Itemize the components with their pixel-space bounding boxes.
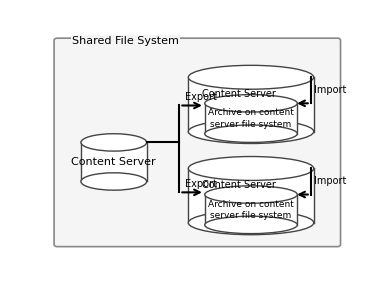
Text: Export: Export: [186, 92, 217, 102]
Ellipse shape: [188, 65, 314, 89]
Text: Import: Import: [314, 85, 346, 95]
Text: Shared File System: Shared File System: [72, 36, 179, 47]
Text: Export: Export: [186, 179, 217, 189]
Ellipse shape: [81, 173, 147, 190]
Text: Import: Import: [314, 177, 346, 186]
Text: Content Server: Content Server: [202, 180, 276, 190]
Polygon shape: [205, 195, 297, 225]
Text: Archive on content
server file system: Archive on content server file system: [208, 109, 294, 129]
Ellipse shape: [205, 186, 297, 203]
Ellipse shape: [188, 157, 314, 180]
Polygon shape: [188, 168, 314, 223]
Ellipse shape: [188, 211, 314, 235]
Text: Archive on content
server file system: Archive on content server file system: [208, 200, 294, 220]
Polygon shape: [188, 77, 314, 131]
Polygon shape: [81, 142, 147, 182]
Ellipse shape: [205, 95, 297, 112]
Ellipse shape: [205, 216, 297, 233]
Polygon shape: [205, 103, 297, 134]
Ellipse shape: [81, 134, 147, 151]
FancyBboxPatch shape: [54, 38, 340, 247]
Ellipse shape: [188, 120, 314, 144]
Ellipse shape: [205, 125, 297, 142]
Text: Content Server: Content Server: [202, 89, 276, 98]
Text: Content Server: Content Server: [72, 157, 156, 167]
